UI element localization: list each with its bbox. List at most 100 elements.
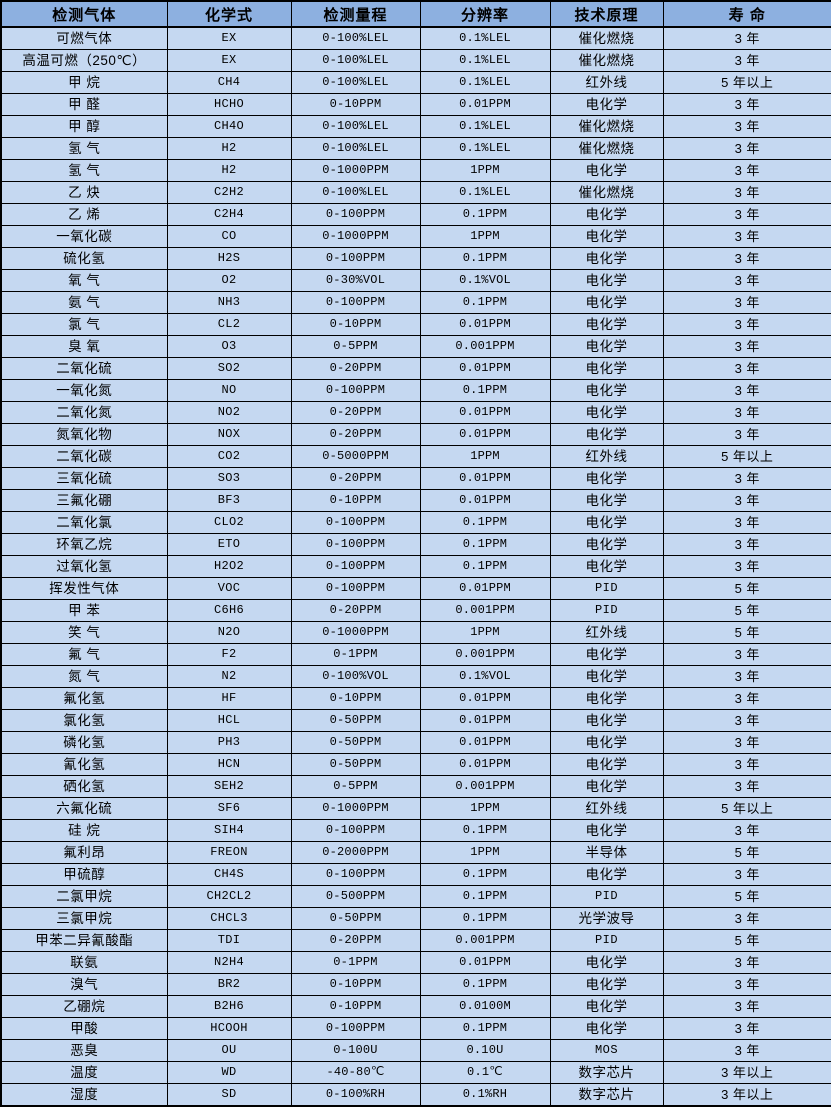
table-row: 环氧乙烷 ETO 0-100PPM 0.1PPM 电化学 3 年 [0,533,831,556]
table-header: 检测气体 化学式 检测量程 分辨率 技术原理 寿 命 [0,0,831,28]
table-body: 可燃气体 EX 0-100%LEL 0.1%LEL 催化燃烧 3 年高温可燃（250℃） E… [0,26,831,1107]
cell-service-life: 3 年 [662,973,831,996]
cell-resolution: 1PPM [419,797,551,820]
cell-resolution: 0.1PPM [419,247,551,270]
cell-gas-name: 硒化氢 [0,775,168,798]
cell-chemical-formula: CH4 [166,71,292,94]
cell-gas-name: 甲苯二异氰酸酯 [0,929,168,952]
column-header-life: 寿 命 [662,0,831,28]
cell-resolution: 0.01PPM [419,357,551,380]
table-row: 硅 烷 SIH4 0-100PPM 0.1PPM 电化学 3 年 [0,819,831,842]
cell-detection-range: 0-5PPM [290,335,421,358]
cell-technical-principle: 光学波导 [549,907,664,930]
cell-chemical-formula: SEH2 [166,775,292,798]
table-row: 氟 气 F2 0-1PPM 0.001PPM 电化学 3 年 [0,643,831,666]
cell-gas-name: 氟利昂 [0,841,168,864]
cell-gas-name: 氰化氢 [0,753,168,776]
cell-resolution: 0.10U [419,1039,551,1062]
cell-detection-range: 0-5000PPM [290,445,421,468]
cell-detection-range: 0-10PPM [290,313,421,336]
cell-gas-name: 挥发性气体 [0,577,168,600]
cell-resolution: 0.1%RH [419,1083,551,1107]
cell-chemical-formula: O3 [166,335,292,358]
cell-resolution: 0.1PPM [419,885,551,908]
cell-resolution: 0.1PPM [419,555,551,578]
cell-detection-range: 0-20PPM [290,599,421,622]
cell-service-life: 3 年 [662,1017,831,1040]
cell-technical-principle: 电化学 [549,533,664,556]
cell-resolution: 0.0100M [419,995,551,1018]
cell-resolution: 0.1%LEL [419,181,551,204]
cell-detection-range: 0-100%RH [290,1083,421,1107]
cell-technical-principle: 催化燃烧 [549,115,664,138]
cell-detection-range: 0-100PPM [290,291,421,314]
table-row: 硒化氢 SEH2 0-5PPM 0.001PPM 电化学 3 年 [0,775,831,798]
cell-gas-name: 二氧化氯 [0,511,168,534]
cell-technical-principle: 电化学 [549,951,664,974]
cell-chemical-formula: HCOOH [166,1017,292,1040]
cell-gas-name: 甲 醇 [0,115,168,138]
cell-detection-range: 0-50PPM [290,753,421,776]
cell-service-life: 3 年 [662,467,831,490]
cell-chemical-formula: CL2 [166,313,292,336]
cell-chemical-formula: HCHO [166,93,292,116]
cell-resolution: 0.1PPM [419,863,551,886]
cell-chemical-formula: CO [166,225,292,248]
cell-resolution: 0.001PPM [419,929,551,952]
cell-chemical-formula: OU [166,1039,292,1062]
cell-gas-name: 湿度 [0,1083,168,1107]
table-header-row: 检测气体 化学式 检测量程 分辨率 技术原理 寿 命 [0,0,831,28]
cell-service-life: 3 年 [662,731,831,754]
cell-chemical-formula: TDI [166,929,292,952]
cell-detection-range: 0-10PPM [290,687,421,710]
cell-detection-range: 0-1000PPM [290,797,421,820]
cell-service-life: 5 年 [662,841,831,864]
column-header-formula: 化学式 [166,0,292,28]
cell-chemical-formula: BR2 [166,973,292,996]
cell-technical-principle: 电化学 [549,709,664,732]
table-row: 二氧化氮 NO2 0-20PPM 0.01PPM 电化学 3 年 [0,401,831,424]
cell-service-life: 3 年 [662,775,831,798]
cell-service-life: 3 年 [662,995,831,1018]
cell-gas-name: 溴气 [0,973,168,996]
cell-chemical-formula: NO2 [166,401,292,424]
cell-detection-range: 0-50PPM [290,731,421,754]
table-row: 氮 气 N2 0-100%VOL 0.1%VOL 电化学 3 年 [0,665,831,688]
cell-resolution: 1PPM [419,841,551,864]
cell-detection-range: 0-10PPM [290,489,421,512]
cell-resolution: 0.1℃ [419,1061,551,1084]
column-header-resolution: 分辨率 [419,0,551,28]
cell-service-life: 5 年以上 [662,445,831,468]
cell-service-life: 5 年 [662,599,831,622]
cell-gas-name: 臭 氧 [0,335,168,358]
cell-gas-name: 磷化氢 [0,731,168,754]
cell-technical-principle: 电化学 [549,269,664,292]
table-row: 一氧化碳 CO 0-1000PPM 1PPM 电化学 3 年 [0,225,831,248]
cell-technical-principle: 数字芯片 [549,1061,664,1084]
cell-service-life: 3 年 [662,1039,831,1062]
cell-chemical-formula: CH4S [166,863,292,886]
cell-resolution: 0.01PPM [419,401,551,424]
table-row: 联氨 N2H4 0-1PPM 0.01PPM 电化学 3 年 [0,951,831,974]
cell-service-life: 3 年 [662,225,831,248]
cell-detection-range: 0-1PPM [290,951,421,974]
cell-chemical-formula: CO2 [166,445,292,468]
cell-technical-principle: 电化学 [549,291,664,314]
cell-gas-name: 高温可燃（250℃） [0,49,168,72]
cell-detection-range: 0-10PPM [290,93,421,116]
cell-gas-name: 温度 [0,1061,168,1084]
cell-chemical-formula: SO3 [166,467,292,490]
cell-detection-range: 0-100PPM [290,863,421,886]
cell-service-life: 5 年 [662,885,831,908]
cell-detection-range: 0-1000PPM [290,621,421,644]
cell-technical-principle: 电化学 [549,335,664,358]
cell-detection-range: 0-100U [290,1039,421,1062]
cell-chemical-formula: HCL [166,709,292,732]
table-row: 乙硼烷 B2H6 0-10PPM 0.0100M 电化学 3 年 [0,995,831,1018]
table-row: 恶臭 OU 0-100U 0.10U MOS 3 年 [0,1039,831,1062]
cell-detection-range: 0-100PPM [290,203,421,226]
cell-resolution: 0.01PPM [419,577,551,600]
cell-technical-principle: 电化学 [549,665,664,688]
cell-resolution: 0.1PPM [419,291,551,314]
cell-detection-range: 0-20PPM [290,357,421,380]
